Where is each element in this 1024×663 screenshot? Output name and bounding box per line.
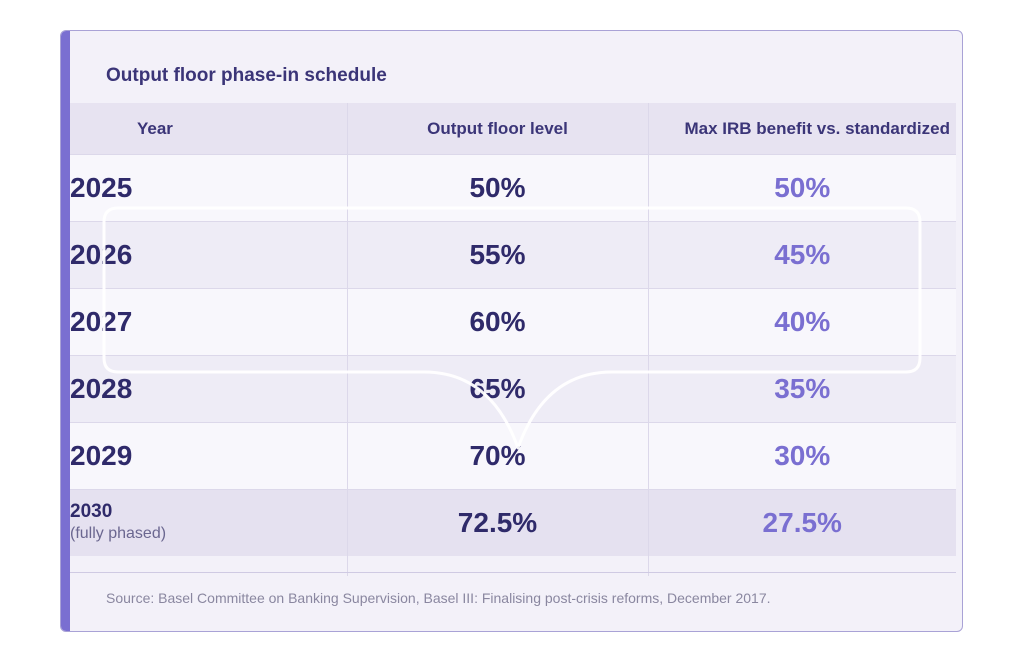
floor-cell: 60% bbox=[346, 288, 648, 356]
source-note: Source: Basel Committee on Banking Super… bbox=[106, 590, 771, 606]
benefit-cell: 30% bbox=[647, 422, 956, 490]
final-year: 2030 bbox=[70, 501, 113, 522]
year-cell: 2025 bbox=[70, 154, 347, 222]
year-cell: 2028 bbox=[70, 355, 347, 423]
table-row: 2029 70% 30% bbox=[70, 422, 956, 490]
column-header-floor: Output floor level bbox=[346, 103, 648, 155]
table-header-row: Year Output floor level Max IRB benefit … bbox=[70, 103, 956, 155]
benefit-cell: 50% bbox=[647, 154, 956, 222]
year-cell: 2026 bbox=[70, 221, 347, 289]
table-row: 2026 55% 45% bbox=[70, 221, 956, 289]
table-row: 2028 65% 35% bbox=[70, 355, 956, 423]
floor-cell-final: 72.5% bbox=[346, 489, 648, 556]
benefit-cell: 35% bbox=[647, 355, 956, 423]
floor-cell: 50% bbox=[346, 154, 648, 222]
floor-cell: 70% bbox=[346, 422, 648, 490]
accent-bar bbox=[61, 31, 70, 631]
floor-cell: 65% bbox=[346, 355, 648, 423]
year-cell: 2029 bbox=[70, 422, 347, 490]
benefit-cell: 45% bbox=[647, 221, 956, 289]
table-spacer-row bbox=[70, 556, 956, 576]
benefit-cell: 40% bbox=[647, 288, 956, 356]
spacer-cell bbox=[346, 556, 648, 576]
benefit-cell-final: 27.5% bbox=[647, 489, 956, 556]
column-header-benefit: Max IRB benefit vs. standardized bbox=[647, 103, 956, 155]
floor-cell: 55% bbox=[346, 221, 648, 289]
year-cell: 2027 bbox=[70, 288, 347, 356]
table-row: 2027 60% 40% bbox=[70, 288, 956, 356]
spacer-cell bbox=[647, 556, 956, 576]
card-title: Output floor phase-in schedule bbox=[106, 65, 387, 86]
final-year-note: (fully phased) bbox=[70, 525, 167, 542]
table-row: 2025 50% 50% bbox=[70, 154, 956, 222]
schedule-card: Output floor phase-in schedule Year Outp… bbox=[60, 30, 963, 632]
phase-in-table: Year Output floor level Max IRB benefit … bbox=[70, 103, 956, 576]
column-header-year: Year bbox=[70, 103, 347, 155]
year-cell-final: 2030 (fully phased) bbox=[70, 489, 347, 556]
source-divider bbox=[70, 572, 956, 573]
spacer-cell bbox=[70, 556, 347, 576]
final-row: 2030 (fully phased) 72.5% 27.5% bbox=[70, 489, 956, 556]
